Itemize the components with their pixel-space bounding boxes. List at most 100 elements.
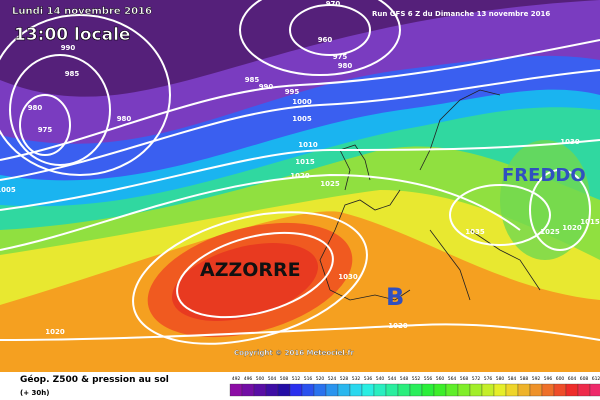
isobar-label: 995: [285, 88, 300, 96]
scale-label: 496: [244, 376, 253, 382]
isobar-label: 1020: [290, 172, 310, 180]
scale-swatch: [469, 383, 483, 397]
scale-swatch: [349, 383, 363, 397]
coastlines: [319, 89, 541, 301]
scale-label: 520: [316, 376, 325, 382]
scale-label: 560: [436, 376, 445, 382]
scale-swatch: [325, 383, 339, 397]
scale-label: 596: [544, 376, 553, 382]
scale-swatch: [409, 383, 423, 397]
isobar-label: 980: [338, 62, 353, 70]
scale-label: 548: [400, 376, 409, 382]
isobar-label: 1025: [320, 180, 340, 188]
scale-label: 572: [472, 376, 481, 382]
isobar-label: 1030: [560, 138, 580, 146]
legend-title: Géop. Z500 & pression au sol: [20, 374, 169, 385]
scale-label: 504: [268, 376, 277, 382]
scale-label: 552: [412, 376, 421, 382]
color-scale: 492 496 500 504 508 512 516 520 524 528 532 536 540 5…: [229, 376, 600, 397]
scale-label: 588: [520, 376, 529, 382]
label-b: B: [386, 283, 404, 311]
isobar-label: 1020: [388, 322, 408, 330]
isobar-label: 1035: [465, 228, 485, 236]
scale-swatch: [253, 383, 267, 397]
isobar-label: 975: [333, 53, 348, 61]
isobar-label: 970: [326, 0, 341, 8]
scale-swatch: [229, 383, 243, 397]
isobar-label: 980: [28, 104, 43, 112]
scale-label: 556: [424, 376, 433, 382]
isobar-label: 1030: [338, 273, 358, 281]
time: 13:00 locale: [14, 25, 130, 45]
scale-swatch: [481, 383, 495, 397]
isobar-label: 1025: [540, 228, 560, 236]
scale-swatch: [577, 383, 591, 397]
scale-swatch: [433, 383, 447, 397]
scale-label: 604: [568, 376, 577, 382]
isobar-label: 975: [38, 126, 53, 134]
isobar-label: 980: [117, 115, 132, 123]
scale-swatch: [421, 383, 435, 397]
label-freddo: FREDDO: [502, 165, 586, 186]
date: Lundi 14 novembre 2016: [12, 6, 152, 17]
scale-label: 600: [556, 376, 565, 382]
isobars: [0, 0, 600, 345]
scale-label: 576: [484, 376, 493, 382]
isobar-label: 1000: [292, 98, 312, 106]
scale-swatch: [265, 383, 279, 397]
scale-label: 568: [460, 376, 469, 382]
scale-label: 540: [376, 376, 385, 382]
scale-label: 500: [256, 376, 265, 382]
isobar-label: 1020: [45, 328, 65, 336]
scale-swatch: [505, 383, 519, 397]
isobar-label: 990: [259, 83, 274, 91]
scale-swatch: [493, 383, 507, 397]
scale-label: 608: [580, 376, 589, 382]
scale-swatch: [385, 383, 399, 397]
scale-swatch: [241, 383, 255, 397]
scale-label: 592: [532, 376, 541, 382]
scale-label: 580: [496, 376, 505, 382]
isobar-label: 1015: [580, 218, 600, 226]
copyright: Copyright © 2016 Meteociel.fr: [234, 349, 355, 357]
isobar-label: 960: [318, 36, 333, 44]
scale-swatch: [445, 383, 459, 397]
scale-label: 492: [232, 376, 241, 382]
scale-swatch: [301, 383, 315, 397]
legend-lead: (+ 30h): [20, 389, 49, 397]
scale-label: 508: [280, 376, 289, 382]
scale-label: 516: [304, 376, 313, 382]
scale-swatch: [277, 383, 291, 397]
scale-label: 584: [508, 376, 517, 382]
scale-swatch: [397, 383, 411, 397]
map-background: [0, 0, 600, 373]
scale-label: 512: [292, 376, 301, 382]
scale-swatch: [529, 383, 543, 397]
isobar-labels: 9709609759809909859809759809859909951000…: [0, 0, 600, 336]
scale-swatch: [553, 383, 567, 397]
scale-label: 612: [592, 376, 600, 382]
label-azzorre: AZZORRE: [200, 259, 301, 281]
isobar-label: 990: [61, 44, 76, 52]
scale-label: 564: [448, 376, 457, 382]
isobar-label: 1015: [295, 158, 315, 166]
isobar-label: 985: [245, 76, 260, 84]
scale-label: 536: [364, 376, 373, 382]
isobar-label: 985: [65, 70, 80, 78]
scale-label: 528: [340, 376, 349, 382]
scale-label: 532: [352, 376, 361, 382]
scale-swatch: [589, 383, 600, 397]
isobar-label: 1010: [298, 141, 318, 149]
scale-label: 544: [388, 376, 397, 382]
scale-swatch: [457, 383, 471, 397]
scale-swatch: [313, 383, 327, 397]
scale-swatch: [565, 383, 579, 397]
isobar-label: 1020: [562, 224, 582, 232]
scale-swatch: [289, 383, 303, 397]
isobar-label: 1005: [0, 186, 16, 194]
run: Run GFS 6 Z du Dimanche 13 novembre 2016: [372, 10, 550, 18]
scale-swatch: [373, 383, 387, 397]
scale-swatch: [517, 383, 531, 397]
isobar-label: 1005: [292, 115, 312, 123]
